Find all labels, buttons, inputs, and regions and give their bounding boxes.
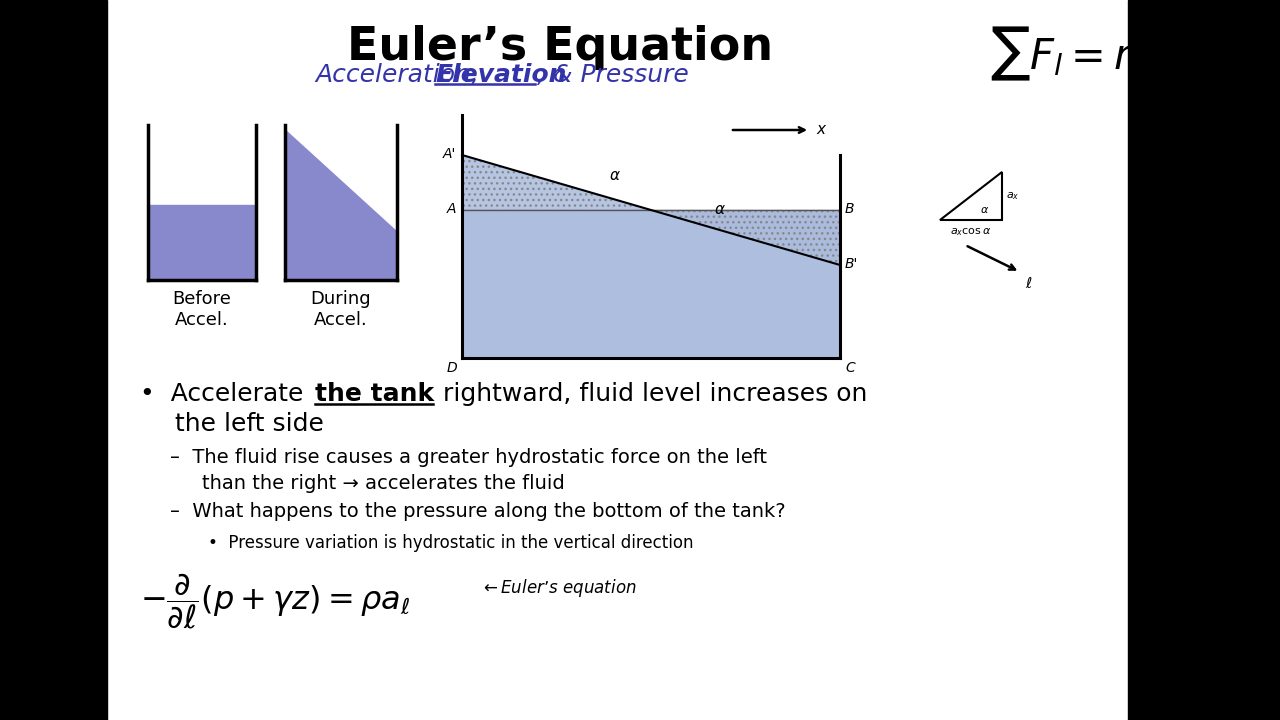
Text: Acceleration,: Acceleration, — [315, 63, 486, 87]
Text: $a_x$: $a_x$ — [1006, 190, 1019, 202]
Text: $\leftarrow$Euler’s equation: $\leftarrow$Euler’s equation — [480, 577, 636, 599]
Text: $\alpha$: $\alpha$ — [714, 202, 726, 217]
Text: D: D — [447, 361, 457, 375]
Text: A': A' — [443, 147, 456, 161]
Text: rightward, fluid level increases on: rightward, fluid level increases on — [435, 382, 868, 406]
Text: , & Pressure: , & Pressure — [538, 63, 689, 87]
Text: B': B' — [845, 257, 859, 271]
Text: –  What happens to the pressure along the bottom of the tank?: – What happens to the pressure along the… — [170, 502, 786, 521]
Bar — [148, 205, 256, 280]
Text: $\ell$: $\ell$ — [1025, 276, 1033, 291]
Bar — [1128, 0, 1280, 720]
Text: Euler’s Equation: Euler’s Equation — [347, 25, 773, 70]
Text: $\alpha$: $\alpha$ — [980, 205, 989, 215]
Text: than the right → accelerates the fluid: than the right → accelerates the fluid — [202, 474, 564, 493]
Text: the tank: the tank — [315, 382, 434, 406]
Text: Elevation: Elevation — [435, 63, 566, 87]
Text: A: A — [447, 202, 456, 216]
Polygon shape — [462, 210, 840, 358]
Text: x: x — [817, 122, 826, 138]
Polygon shape — [285, 130, 397, 280]
Bar — [0, 0, 108, 720]
Text: •  Pressure variation is hydrostatic in the vertical direction: • Pressure variation is hydrostatic in t… — [207, 534, 694, 552]
Text: $\alpha$: $\alpha$ — [609, 168, 621, 182]
Text: the left side: the left side — [175, 412, 324, 436]
Text: $-\dfrac{\partial}{\partial \ell}(p + \gamma z) = \rho a_\ell$: $-\dfrac{\partial}{\partial \ell}(p + \g… — [140, 572, 410, 632]
Polygon shape — [462, 155, 652, 210]
Polygon shape — [652, 210, 840, 265]
Text: •  Accelerate: • Accelerate — [140, 382, 311, 406]
Text: $a_x \cos\alpha$: $a_x \cos\alpha$ — [950, 226, 992, 238]
Text: –  The fluid rise causes a greater hydrostatic force on the left: – The fluid rise causes a greater hydros… — [170, 448, 767, 467]
Text: B: B — [845, 202, 855, 216]
Text: Before
Accel.: Before Accel. — [173, 290, 232, 329]
Text: $\sum F_l = ma_l$: $\sum F_l = ma_l$ — [989, 25, 1190, 83]
Text: During
Accel.: During Accel. — [311, 290, 371, 329]
Text: C: C — [845, 361, 855, 375]
